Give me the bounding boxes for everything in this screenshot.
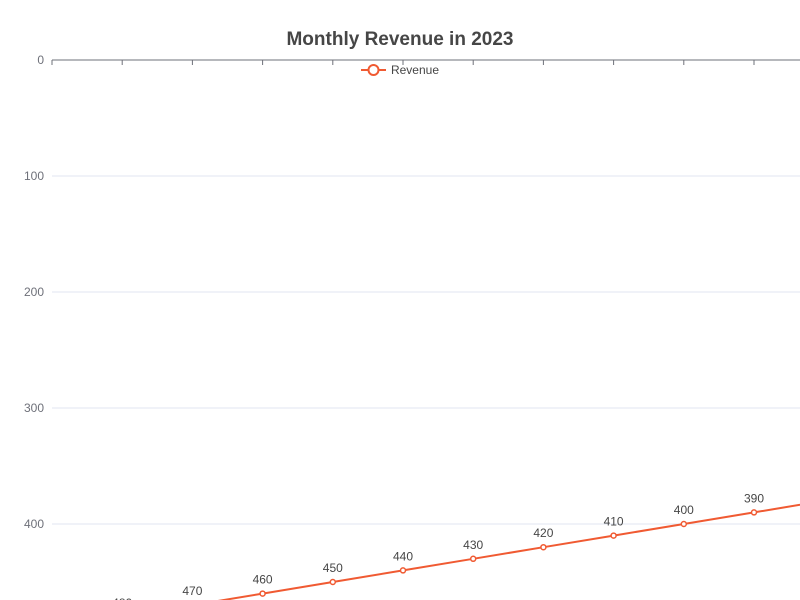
- legend[interactable]: Revenue: [0, 63, 800, 77]
- legend-label: Revenue: [390, 63, 440, 77]
- y-tick-label: 200: [24, 285, 44, 299]
- data-point: [399, 567, 407, 574]
- data-label: 430: [463, 538, 483, 552]
- data-label: 460: [253, 573, 273, 587]
- y-tick-label: 0: [37, 53, 44, 67]
- data-label: 410: [604, 515, 624, 529]
- data-label: 420: [533, 526, 553, 540]
- data-point: [680, 520, 688, 528]
- data-point: [329, 578, 337, 586]
- data-label: 390: [744, 491, 764, 505]
- data-point: [540, 543, 547, 551]
- y-tick-label: 400: [24, 517, 44, 531]
- data-label: 450: [323, 561, 343, 575]
- y-tick-label: 100: [24, 169, 44, 183]
- data-point: [750, 509, 758, 516]
- data-point: [469, 555, 477, 563]
- data-label: 400: [674, 503, 694, 517]
- data-point: [259, 590, 266, 597]
- chart-title: Monthly Revenue in 2023: [286, 29, 514, 50]
- data-label: 440: [393, 549, 413, 563]
- data-label: 470: [182, 584, 202, 598]
- y-tick-label: 300: [24, 401, 44, 415]
- data-label: 480: [112, 596, 132, 600]
- data-point: [610, 532, 617, 539]
- series-line: [217, 503, 800, 600]
- legend-line-circle-icon: [360, 64, 386, 76]
